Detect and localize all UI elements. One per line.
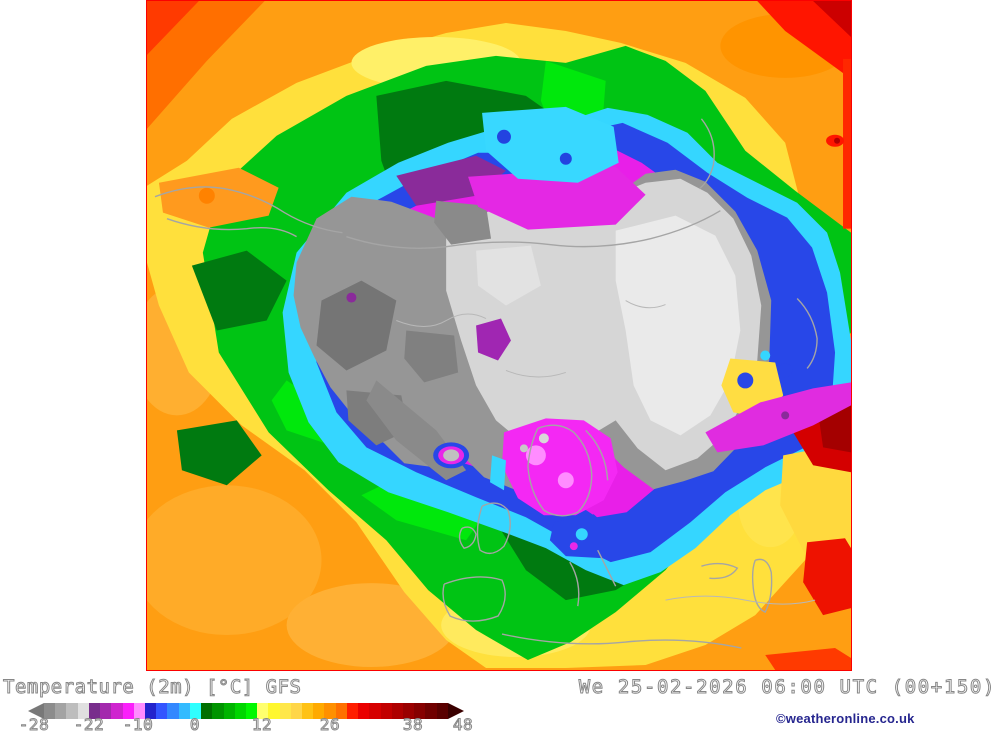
colorbar-tick-label: 0 [189,715,201,733]
colorbar-segment [257,703,269,719]
colorbar-segment [414,703,426,719]
colorbar-segment [144,703,157,719]
colorbar-tick-label: 48 [452,715,474,733]
colorbar-segment [436,703,448,719]
colorbar-segment [189,703,202,719]
coastlines [154,118,818,649]
colorbar-segment [403,703,415,719]
colorbar-left-arrow-icon [28,703,44,719]
colorbar-segment [335,703,347,719]
colorbar-tick-labels: -28 -22 -10 0 12 26 38 48 [0,715,520,733]
temperature-map [146,0,852,671]
colorbar-tick-label: -10 [122,715,154,733]
copyright-text: ©weatheronline.co.uk [776,711,915,726]
colorbar-tick-label: -22 [73,715,105,733]
colorbar-segment [346,703,359,719]
colorbar-segment [88,703,101,719]
colorbar-segment [358,703,370,719]
colorbar-tick-label: -28 [18,715,50,733]
colorbar-tick-label: 38 [402,715,424,733]
colorbar-tick-label: 12 [251,715,273,733]
colorbar-segment [100,703,112,719]
colorbar-segment [133,703,145,719]
colorbar-segment [302,703,314,719]
colorbar-segment [391,703,403,719]
colorbar-segment [201,703,213,719]
colorbar-segment [380,703,392,719]
colorbar-segment [369,703,381,719]
colorbar-segment [156,703,168,719]
colorbar-segment [66,703,78,719]
interior-borders [396,300,816,605]
colorbar-segment [111,703,123,719]
colorbar-segment [44,703,56,719]
colorbar-segment [313,703,325,719]
temperature-map-art [147,1,851,670]
colorbar-segment [245,703,258,719]
colorbar-right-arrow-icon [447,703,464,719]
colorbar-segment [122,703,134,719]
product-title: Temperature (2m) [°C] GFS [2,676,302,699]
colorbar-segment [223,703,235,719]
colorbar-segment [279,703,291,719]
colorbar-segments [44,703,448,719]
colorbar-segment [425,703,437,719]
colorbar-segment [55,703,67,719]
valid-time: We 25-02-2026 06:00 UTC (00+150) [578,676,996,699]
colorbar-segment [178,703,190,719]
colorbar-segment [167,703,179,719]
temperature-colorbar [28,703,464,719]
colorbar-segment [234,703,246,719]
colorbar-tick-label: 26 [319,715,341,733]
colorbar-segment [290,703,303,719]
colorbar-segment [212,703,224,719]
colorbar-segment [324,703,336,719]
colorbar-segment [268,703,280,719]
colorbar-segment [77,703,89,719]
